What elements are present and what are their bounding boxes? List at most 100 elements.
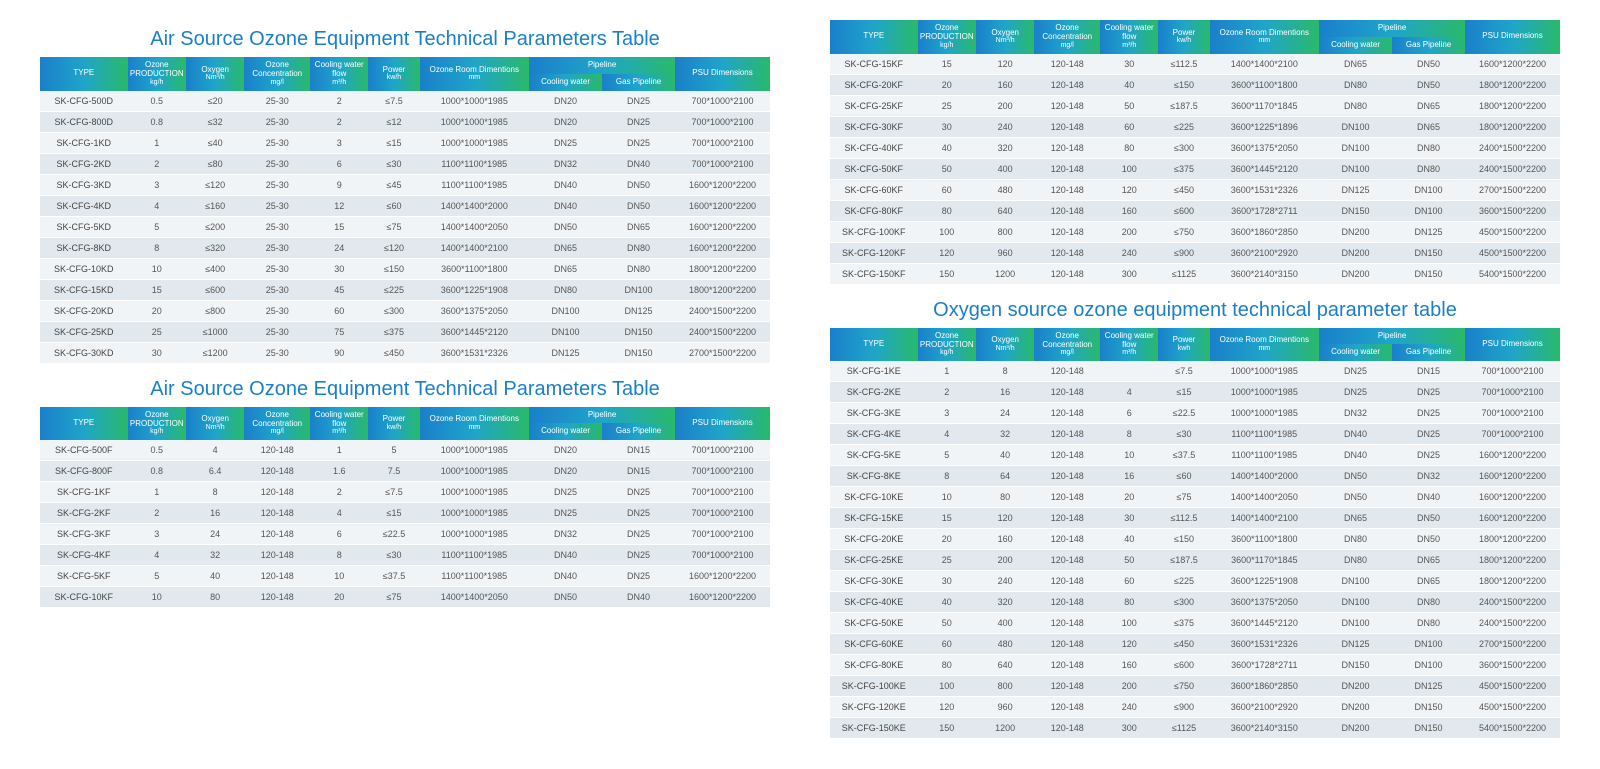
cell: ≤187.5 (1158, 550, 1209, 571)
cell: DN200 (1319, 242, 1392, 263)
cell: ≤1125 (1158, 263, 1209, 284)
cell: 32 (976, 424, 1034, 445)
cell: ≤112.5 (1158, 54, 1209, 75)
cell: 0.8 (128, 461, 186, 482)
col-header: TYPE (40, 407, 128, 441)
table-title: Air Source Ozone Equipment Technical Par… (40, 378, 770, 401)
table-row: SK-CFG-40KF40320120-14880≤3003600*1375*2… (830, 137, 1560, 158)
cell: ≤80 (186, 153, 244, 174)
cell: 700*1000*2100 (1465, 382, 1560, 403)
table-row: SK-CFG-120KE120960120-148240≤9003600*210… (830, 697, 1560, 718)
cell: DN200 (1319, 263, 1392, 284)
cell: DN65 (529, 237, 602, 258)
col-header: Powerkwh (1158, 328, 1209, 362)
table-row: SK-CFG-10KF1080120-14820≤751400*1400*205… (40, 587, 770, 608)
cell: 25 (918, 95, 976, 116)
cell: 20 (310, 587, 368, 608)
cell: 120-148 (1034, 361, 1100, 382)
cell: 4500*1500*2200 (1465, 697, 1560, 718)
cell: ≤300 (1158, 137, 1209, 158)
cell: 480 (976, 634, 1034, 655)
cell: SK-CFG-40KF (830, 137, 918, 158)
cell: ≤37.5 (368, 566, 419, 587)
table-row: SK-CFG-30KF30240120-14860≤2253600*1225*1… (830, 116, 1560, 137)
cell: 300 (1100, 263, 1158, 284)
cell: DN200 (1319, 718, 1392, 739)
cell: 1000*1000*1985 (420, 440, 530, 461)
cell: 1400*1400*2000 (420, 195, 530, 216)
cell: 16 (1100, 466, 1158, 487)
cell: 25-30 (244, 279, 310, 300)
cell: 120-148 (1034, 137, 1100, 158)
col-header: Cooling water flowm³/h (310, 407, 368, 441)
cell: SK-CFG-50KE (830, 613, 918, 634)
spec-table: TYPEOzone PRODUCTIONkg/hOxygenNm³/hOzone… (830, 20, 1560, 285)
cell: ≤7.5 (368, 482, 419, 503)
cell: 80 (976, 487, 1034, 508)
cell: 1000*1000*1985 (420, 482, 530, 503)
cell: 1100*1100*1985 (420, 566, 530, 587)
cell: 90 (310, 342, 368, 363)
col-header: Ozone Room Dimentionsmm (1210, 328, 1320, 362)
cell: SK-CFG-4KD (40, 195, 128, 216)
cell: 1000*1000*1985 (420, 132, 530, 153)
cell: 120-148 (244, 461, 310, 482)
table-block-4: Oxygen source ozone equipment technical … (830, 299, 1560, 740)
cell: DN25 (602, 524, 675, 545)
cell: 120-148 (1034, 158, 1100, 179)
cell: 700*1000*2100 (675, 524, 770, 545)
cell: SK-CFG-20KD (40, 300, 128, 321)
cell: 1600*1200*2200 (1465, 445, 1560, 466)
cell: 700*1000*2100 (675, 461, 770, 482)
table-row: SK-CFG-3KE324120-1486≤22.51000*1000*1985… (830, 403, 1560, 424)
cell: 25-30 (244, 258, 310, 279)
cell: 4 (310, 503, 368, 524)
cell: DN20 (529, 440, 602, 461)
cell: DN65 (602, 216, 675, 237)
col-subheader: Cooling water (529, 423, 602, 440)
cell: SK-CFG-1KD (40, 132, 128, 153)
cell: DN150 (1392, 263, 1465, 284)
cell: SK-CFG-1KE (830, 361, 918, 382)
cell: 3600*1225*1908 (420, 279, 530, 300)
cell: 1 (310, 440, 368, 461)
cell: 100 (918, 676, 976, 697)
cell: ≤15 (368, 132, 419, 153)
cell: 3600*1100*1800 (1210, 529, 1320, 550)
col-header: OxygenNm³/h (186, 407, 244, 441)
cell: 8 (128, 237, 186, 258)
cell: 2700*1500*2200 (1465, 634, 1560, 655)
table-row: SK-CFG-8KE864120-14816≤601400*1400*2000D… (830, 466, 1560, 487)
cell: DN20 (529, 111, 602, 132)
cell: 120-148 (1034, 487, 1100, 508)
cell: 3600*1445*2120 (1210, 613, 1320, 634)
col-subheader: Gas Pipeline (1392, 37, 1465, 54)
cell: 120-148 (244, 566, 310, 587)
cell: 2 (310, 482, 368, 503)
table-row: SK-CFG-60KE60480120-148120≤4503600*1531*… (830, 634, 1560, 655)
table-row: SK-CFG-40KE40320120-14880≤3003600*1375*2… (830, 592, 1560, 613)
cell: 120-148 (1034, 74, 1100, 95)
cell: SK-CFG-120KF (830, 242, 918, 263)
col-header: OxygenNm³/h (976, 20, 1034, 54)
cell: ≤750 (1158, 221, 1209, 242)
cell: 700*1000*2100 (675, 91, 770, 112)
cell: ≤112.5 (1158, 508, 1209, 529)
cell: DN20 (529, 91, 602, 112)
cell: DN80 (1392, 158, 1465, 179)
cell: 1400*1400*2100 (420, 237, 530, 258)
cell: DN80 (1319, 95, 1392, 116)
col-header: OxygenNm³/h (976, 328, 1034, 362)
cell: 2 (310, 91, 368, 112)
cell: 240 (1100, 697, 1158, 718)
cell: 120-148 (244, 524, 310, 545)
cell: DN100 (1319, 137, 1392, 158)
col-header: Powerkw/h (368, 407, 419, 441)
cell: 2400*1500*2200 (1465, 158, 1560, 179)
table-row: SK-CFG-5KE540120-14810≤37.51100*1100*198… (830, 445, 1560, 466)
cell: ≤300 (368, 300, 419, 321)
col-subheader: Gas Pipeline (1392, 344, 1465, 361)
cell: DN25 (602, 566, 675, 587)
cell: 120-148 (1034, 263, 1100, 284)
cell: ≤60 (368, 195, 419, 216)
